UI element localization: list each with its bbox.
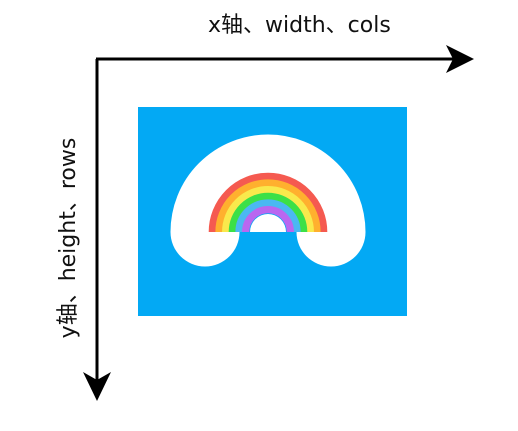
- y-axis: [83, 59, 111, 401]
- y-axis-label: y轴、height、rows: [56, 138, 81, 339]
- rainbow-band-6: [242, 206, 294, 233]
- x-axis: [96, 45, 474, 73]
- x-axis-arrow-icon: [446, 45, 474, 73]
- rainbow-band-1: [208, 172, 328, 233]
- rainbow-band-4: [228, 192, 308, 233]
- rainbow-band-3: [222, 186, 314, 233]
- rainbow-icon: [170, 134, 366, 267]
- rainbow-band-5: [235, 199, 301, 233]
- rainbow-band-2: [215, 179, 321, 233]
- x-axis-label: x轴、width、cols: [208, 13, 391, 38]
- y-axis-arrow-icon: [83, 372, 111, 401]
